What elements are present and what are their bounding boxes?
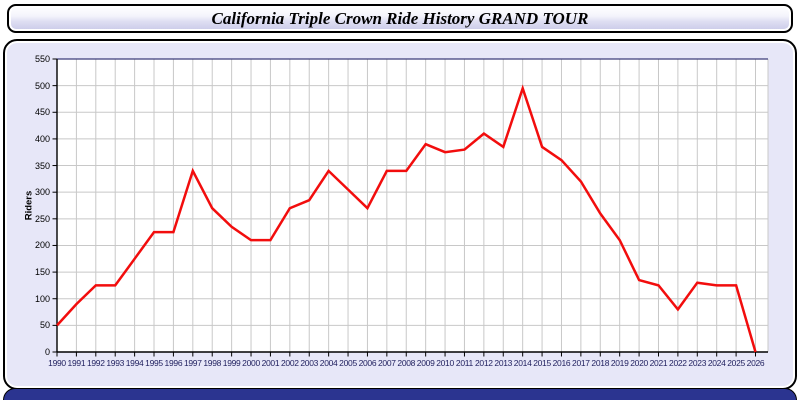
x-tick-label-2020: 2020 [630, 358, 648, 368]
x-tick-label-2002: 2002 [280, 358, 299, 368]
x-tick-label-1997: 1997 [183, 358, 202, 368]
x-tick-label-2025: 2025 [727, 358, 745, 368]
y-tick-label-400: 400 [34, 133, 50, 144]
x-tick-label-2005: 2005 [339, 358, 357, 368]
x-tick-label-2006: 2006 [358, 358, 377, 368]
x-tick-label-1994: 1994 [125, 358, 144, 368]
x-tick-label-2017: 2017 [572, 358, 590, 368]
x-tick-label-2018: 2018 [591, 358, 610, 368]
y-tick-label-50: 50 [39, 320, 50, 331]
x-tick-label-2016: 2016 [552, 358, 571, 368]
x-tick-label-2008: 2008 [397, 358, 416, 368]
x-tick-label-2010: 2010 [436, 358, 454, 368]
x-tick-label-2000: 2000 [242, 358, 260, 368]
x-tick-label-1990: 1990 [48, 358, 66, 368]
x-tick-label-2009: 2009 [416, 358, 435, 368]
y-tick-label-450: 450 [34, 107, 50, 118]
x-tick-label-1991: 1991 [67, 358, 86, 368]
y-tick-label-500: 500 [34, 80, 50, 91]
x-tick-label-2013: 2013 [494, 358, 513, 368]
x-tick-label-1999: 1999 [222, 358, 241, 368]
y-tick-label-100: 100 [34, 293, 50, 304]
x-tick-label-2001: 2001 [261, 358, 280, 368]
x-tick-label-1995: 1995 [145, 358, 163, 368]
page-title: California Triple Crown Ride History GRA… [211, 8, 589, 28]
x-tick-label-1992: 1992 [86, 358, 105, 368]
y-tick-label-150: 150 [34, 267, 50, 278]
x-tick-label-2004: 2004 [319, 358, 338, 368]
riders-series-line [56, 84, 757, 353]
y-tick-label-350: 350 [34, 160, 50, 171]
footer-bar [3, 388, 797, 400]
y-tick-label-200: 200 [34, 240, 50, 251]
x-tick-label-2024: 2024 [707, 358, 726, 368]
x-tick-label-1993: 1993 [106, 358, 125, 368]
x-tick-label-1998: 1998 [203, 358, 222, 368]
y-tick-label-300: 300 [34, 187, 50, 198]
x-tick-label-2007: 2007 [377, 358, 396, 368]
x-tick-label-2015: 2015 [533, 358, 551, 368]
y-tick-label-250: 250 [34, 213, 50, 224]
x-tick-label-2011: 2011 [455, 358, 473, 368]
x-tick-label-2012: 2012 [475, 358, 493, 368]
y-tick-label-550: 550 [34, 54, 50, 64]
y-tick-label-0: 0 [44, 347, 50, 357]
x-tick-label-2023: 2023 [688, 358, 707, 368]
x-tick-label-2021: 2021 [649, 358, 668, 368]
plot-background [57, 59, 768, 352]
x-tick-label-2026: 2026 [746, 358, 765, 368]
x-tick-label-2014: 2014 [513, 358, 532, 368]
x-tick-label-1996: 1996 [164, 358, 183, 368]
x-tick-label-2022: 2022 [669, 358, 687, 368]
title-bar: California Triple Crown Ride History GRA… [7, 4, 793, 33]
y-axis-title: Riders [23, 190, 35, 221]
x-tick-label-2003: 2003 [300, 358, 319, 368]
x-tick-label-2019: 2019 [610, 358, 629, 368]
